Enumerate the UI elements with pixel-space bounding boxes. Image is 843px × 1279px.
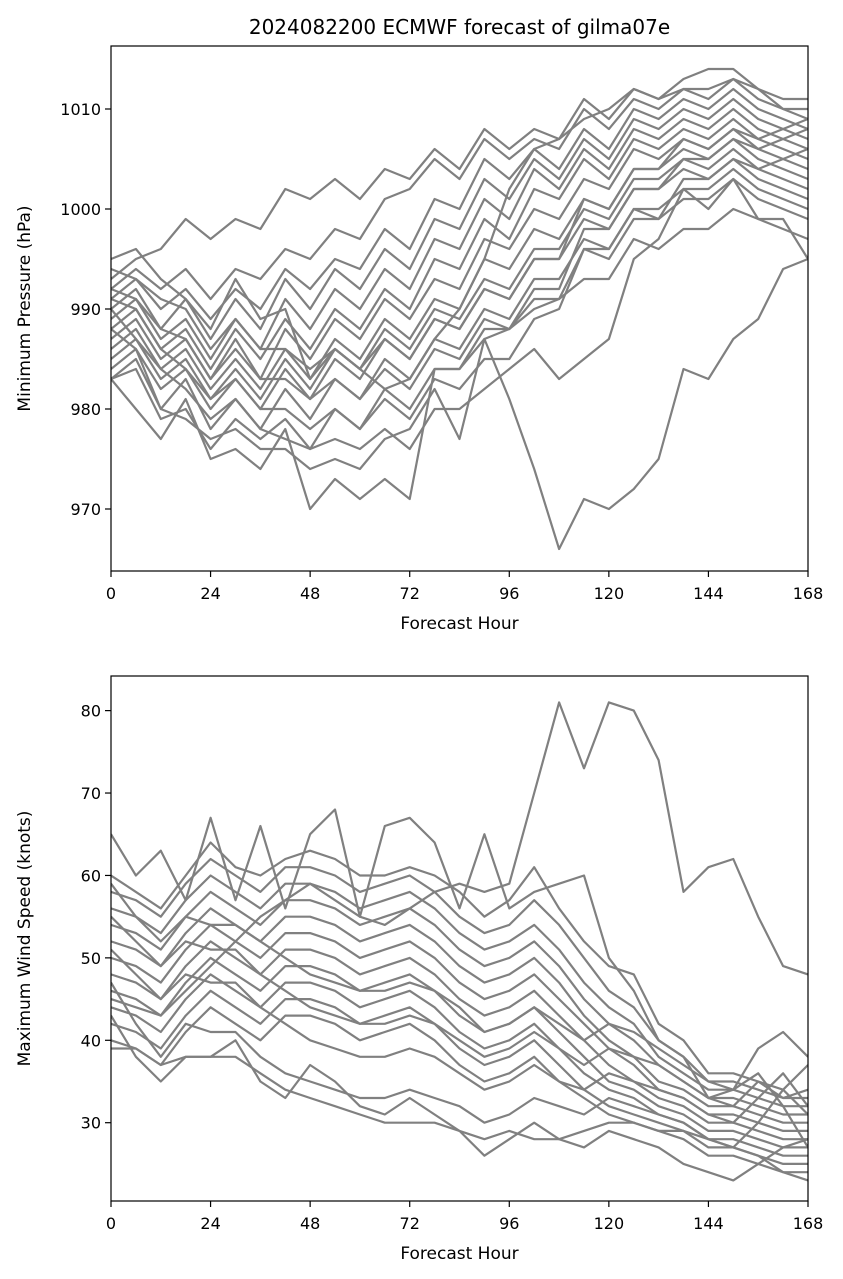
- pressure-y-tick-label: 990: [70, 300, 101, 319]
- wind-member-line-12: [111, 1006, 808, 1174]
- wind-member-line-2: [111, 841, 808, 1100]
- pressure-member-line-18: [111, 117, 808, 371]
- wind-y-tick-label: 70: [81, 784, 101, 803]
- pressure-y-axis-label: Minimum Pressure (hPa): [15, 205, 35, 411]
- wind-y-tick-label: 80: [81, 702, 101, 721]
- wind-x-tick-label: 96: [499, 1214, 519, 1233]
- pressure-x-axis-label: Forecast Hour: [400, 614, 518, 634]
- pressure-member-line-4: [111, 97, 808, 341]
- pressure-y-tick-label: 1010: [60, 100, 101, 119]
- wind-x-tick-label: 0: [106, 1214, 116, 1233]
- pressure-series-group: [111, 67, 808, 551]
- pressure-x-tick-label: 72: [400, 584, 420, 603]
- wind-x-axis-label: Forecast Hour: [400, 1244, 518, 1264]
- wind-plot-frame: [110, 675, 809, 1202]
- pressure-y-tick-label: 980: [70, 400, 101, 419]
- wind-y-axis-label: Maximum Wind Speed (knots): [15, 811, 35, 1067]
- pressure-panel: 0 24 48 72 96 120 144 168 970 980 990 1000 1010 Forec…: [15, 15, 823, 634]
- wind-member-line-4: [111, 874, 808, 1108]
- wind-y-tick-label: 30: [81, 1114, 101, 1133]
- wind-member-line-3: [111, 857, 808, 1100]
- pressure-member-line-5: [111, 107, 808, 361]
- wind-member-line-8: [111, 940, 808, 1141]
- pressure-member-line-17: [111, 127, 808, 401]
- wind-member-line-9: [111, 956, 808, 1149]
- wind-x-tick-label: 72: [400, 1214, 420, 1233]
- pressure-y-tick-label: 1000: [60, 200, 101, 219]
- wind-member-line-11: [111, 989, 808, 1166]
- pressure-x-tick-label: 168: [793, 584, 824, 603]
- wind-panel: 0 24 48 72 96 120 144 168 30 40 50 60 70 80 Forecast H…: [15, 675, 824, 1264]
- wind-x-tick-label: 120: [594, 1214, 625, 1233]
- pressure-y-tick-label: 970: [70, 500, 101, 519]
- wind-y-tick-label: 60: [81, 866, 101, 885]
- wind-member-line-18: [111, 883, 808, 1148]
- wind-member-line-15: [111, 982, 808, 1149]
- wind-member-line-7: [111, 923, 808, 1133]
- wind-member-line-6: [111, 907, 808, 1124]
- pressure-member-line-3: [111, 87, 808, 321]
- pressure-member-line-16: [111, 147, 808, 431]
- pressure-member-line-13: [111, 207, 808, 511]
- pressure-member-line-2: [111, 77, 808, 301]
- pressure-x-tick-label: 24: [200, 584, 220, 603]
- pressure-x-tick-label: 144: [693, 584, 724, 603]
- wind-member-line-17: [111, 915, 808, 1116]
- pressure-x-tick-label: 120: [594, 584, 625, 603]
- wind-member-line-0: [111, 701, 808, 1017]
- pressure-member-line-14: [111, 257, 808, 551]
- wind-member-line-14: [111, 1015, 808, 1182]
- chart-title: 2024082200 ECMWF forecast of gilma07e: [249, 15, 670, 39]
- wind-y-tick-label: 50: [81, 949, 101, 968]
- pressure-x-tick-label: 0: [106, 584, 116, 603]
- pressure-member-line-6: [111, 117, 808, 371]
- wind-series-group: [111, 701, 808, 1182]
- pressure-x-tick-label: 48: [300, 584, 320, 603]
- wind-x-tick-label: 48: [300, 1214, 320, 1233]
- pressure-member-line-1: [111, 67, 808, 280]
- wind-x-tick-label: 144: [693, 1214, 724, 1233]
- pressure-member-line-11: [111, 167, 808, 431]
- wind-y-tick-label: 40: [81, 1031, 101, 1050]
- wind-member-line-16: [111, 948, 808, 1124]
- pressure-member-line-15: [111, 177, 808, 451]
- pressure-x-tick-label: 96: [499, 584, 519, 603]
- wind-x-tick-label: 24: [200, 1214, 220, 1233]
- pressure-member-line-8: [111, 137, 808, 391]
- pressure-member-line-9: [111, 147, 808, 401]
- wind-x-tick-label: 168: [793, 1214, 824, 1233]
